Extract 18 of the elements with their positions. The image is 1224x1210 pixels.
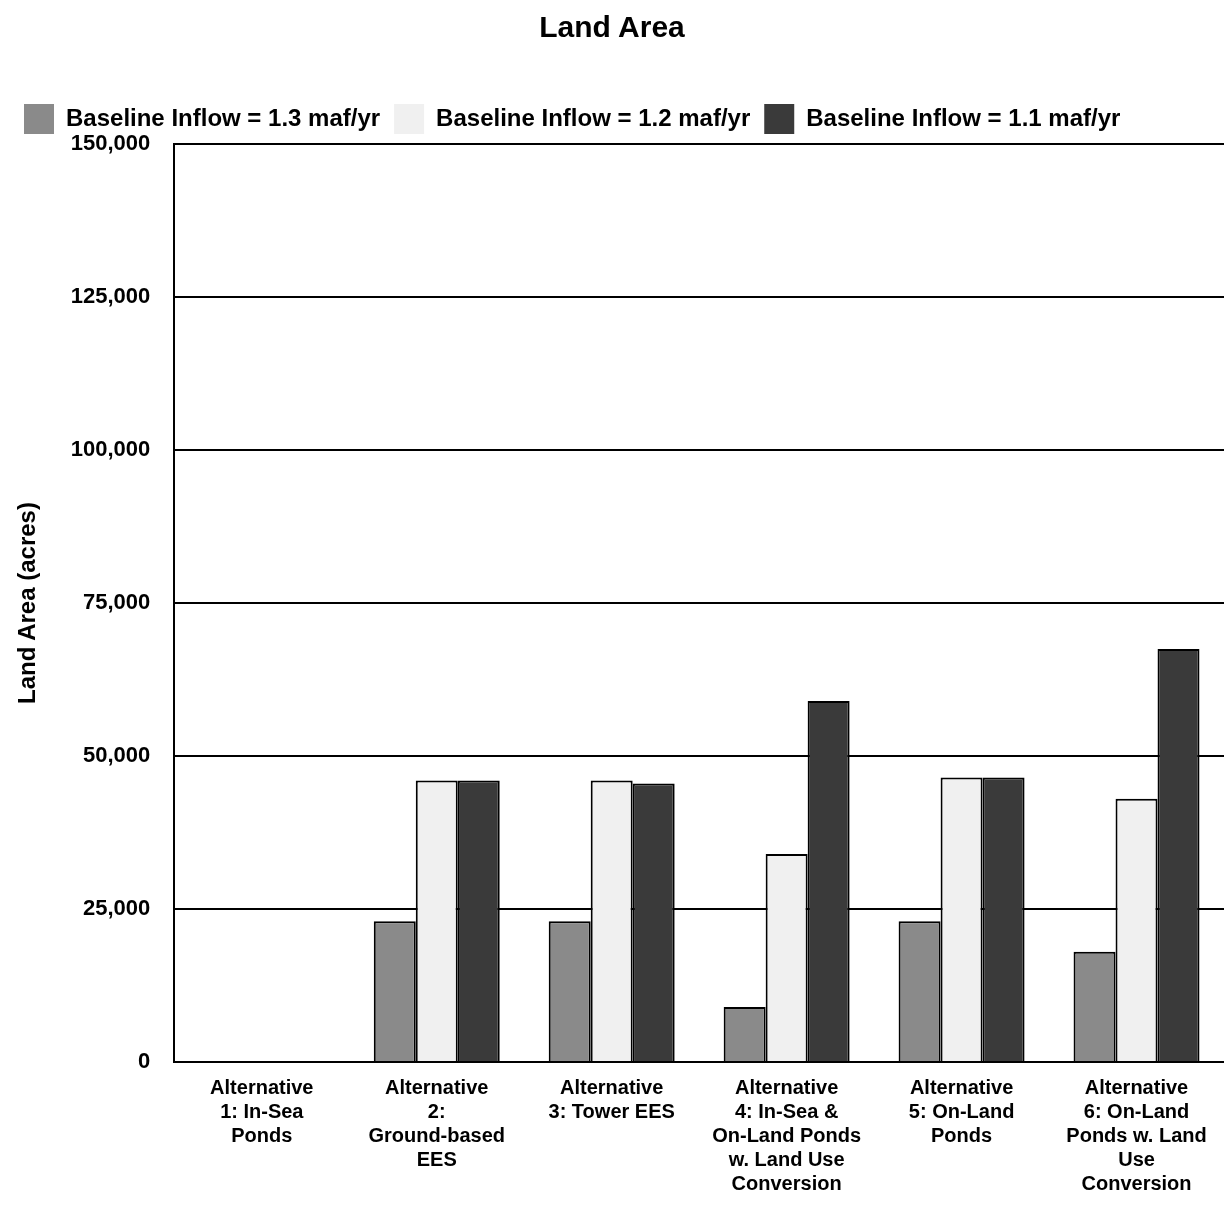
y-tick-label: 50,000 xyxy=(83,742,151,768)
y-tick-label: 75,000 xyxy=(83,589,151,615)
legend-label: Baseline Inflow = 1.3 maf/yr xyxy=(66,103,381,131)
legend-label: Baseline Inflow = 1.2 maf/yr xyxy=(436,103,751,131)
x-tick-label: Alternative 2: Ground-based EES xyxy=(368,1075,506,1170)
x-tick-label: Alternative 4: In-Sea & On-Land Ponds w. Land Use Conversion xyxy=(712,1075,862,1194)
chart-title: Land Area xyxy=(538,10,686,44)
x-tick-label: Alternative 3: Tower EES xyxy=(548,1075,675,1122)
x-tick-label: Alternative 1: In-Sea Ponds xyxy=(210,1075,314,1146)
legend-label: Baseline Inflow = 1.1 maf/yr xyxy=(806,103,1121,131)
x-tick-label: Alternative 5: On-Land Ponds xyxy=(908,1075,1015,1146)
y-axis-title: Land Area (acres) xyxy=(13,502,41,704)
y-tick-label: 150,000 xyxy=(70,130,151,156)
y-tick-label: 0 xyxy=(138,1048,151,1074)
x-tick-label: Alternative 6: On-Land Ponds w. Land Use Conversion xyxy=(1066,1075,1207,1194)
y-tick-label: 100,000 xyxy=(70,436,151,462)
y-tick-label: 125,000 xyxy=(70,283,151,309)
y-tick-label: 25,000 xyxy=(83,895,151,921)
